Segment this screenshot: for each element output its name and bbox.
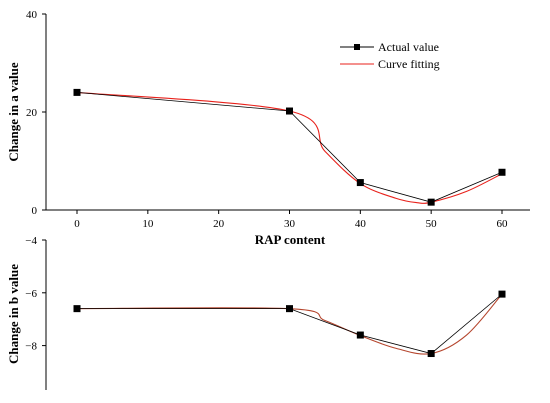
- legend-actual-label: Actual value: [378, 40, 439, 54]
- b-y-tick-label: −4: [25, 235, 37, 247]
- chart-a-value: 0 20 40 0 10 20 30 40 50 60 RAP content Change i…: [6, 9, 530, 247]
- a-x-tick-label: 60: [497, 218, 509, 230]
- b-actual-value-point: [73, 305, 81, 313]
- a-y-tick-label: 40: [26, 9, 38, 21]
- b-actual-value-point: [498, 290, 506, 298]
- b-curve-fitting-line: [76, 293, 503, 355]
- b-y-tick-label: −8: [25, 341, 37, 353]
- a-y-axis-title: Change in a value: [6, 62, 21, 162]
- a-actual-value-point: [356, 179, 364, 187]
- b-y-axis-title: Change in b value: [6, 264, 21, 364]
- a-curve-fitting-line: [76, 91, 503, 204]
- b-actual-value-point: [286, 305, 293, 313]
- chart-b-value: −8 −6 −4 Change in b value: [6, 235, 506, 390]
- a-actual-value-point: [498, 168, 506, 176]
- b-y-tick-label: −6: [25, 288, 37, 300]
- a-x-tick-label: 40: [355, 218, 367, 230]
- a-x-axis-title: RAP content: [255, 232, 326, 247]
- legend: Actual value Curve fitting: [340, 40, 440, 71]
- legend-curve-label: Curve fitting: [378, 57, 440, 71]
- a-x-tick-label: 10: [142, 218, 154, 230]
- b-actual-value-point: [427, 350, 435, 358]
- b-actual-value-point: [356, 331, 364, 339]
- a-x-tick-label: 30: [284, 218, 296, 230]
- a-actual-value-point: [73, 88, 81, 96]
- a-x-tick-label: 0: [74, 218, 80, 230]
- a-x-tick-label: 50: [426, 218, 438, 230]
- a-actual-value-point: [427, 198, 435, 206]
- legend-actual-marker: [354, 44, 360, 50]
- a-y-tick-label: 20: [26, 107, 38, 119]
- a-y-tick-label: 0: [32, 205, 38, 217]
- a-actual-value-point: [286, 107, 293, 115]
- a-x-tick-label: 20: [213, 218, 225, 230]
- b-actual-value-line: [77, 293, 503, 354]
